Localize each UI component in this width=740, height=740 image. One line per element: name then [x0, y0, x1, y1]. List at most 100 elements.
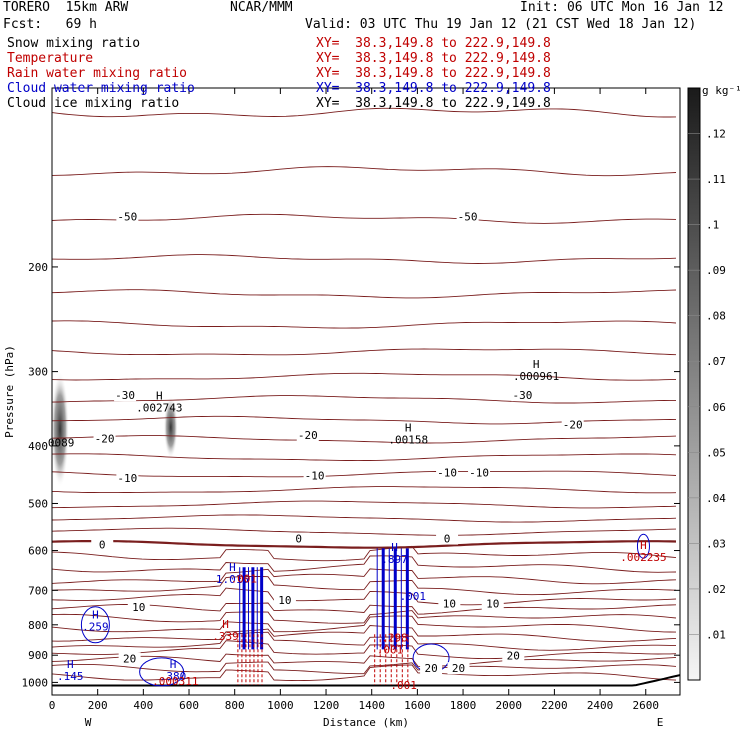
x-axis-label: Distance (km)	[323, 716, 409, 729]
y-tick-label: 800	[28, 619, 48, 632]
colorbar-tick-label: .1	[706, 219, 719, 232]
isotherm-line	[52, 453, 677, 462]
isotherm-line	[52, 527, 677, 536]
snow-shading	[52, 371, 69, 488]
temperature-label: 20	[123, 652, 136, 665]
maximum-marker: H	[170, 658, 177, 671]
isotherm-line	[52, 661, 677, 675]
colorbar-tick-label: .08	[706, 310, 726, 323]
field-cloudice-xy: XY= 38.3,149.8 to 222.9,149.8	[316, 96, 551, 111]
maximum-value: .001	[377, 643, 404, 656]
field-temperature-name: Temperature	[7, 51, 94, 66]
maximum-value: .339	[212, 630, 239, 643]
x-tick-label: 2600	[632, 699, 659, 712]
temperature-label: -10	[437, 466, 457, 479]
temperature-label-bg	[438, 597, 461, 610]
temperature-label-bg	[502, 649, 525, 662]
temperature-label: 0	[444, 533, 451, 546]
temperature-label: 0	[295, 533, 302, 546]
maximum-marker: H	[391, 541, 398, 554]
x-tick-label: 1400	[358, 699, 385, 712]
maximum-marker: H	[92, 608, 99, 621]
isotherm-line	[52, 254, 677, 264]
temperature-label: -30	[115, 389, 135, 402]
x-tick-label: 600	[179, 699, 199, 712]
isotherm-line	[52, 372, 677, 381]
temperature-label: -10	[117, 472, 137, 485]
temperature-label: -30	[512, 389, 532, 402]
maximum-value: .000961	[513, 370, 559, 383]
field-snow-xy: XY= 38.3,149.8 to 222.9,149.8	[316, 36, 551, 51]
isotherm-line	[52, 435, 677, 444]
y-tick-label: 400	[28, 440, 48, 453]
x-tick-label: 2200	[541, 699, 568, 712]
y-axis-label: Pressure (hPa)	[3, 345, 16, 438]
x-tick-label: 800	[225, 699, 245, 712]
isotherm-line	[52, 602, 677, 615]
maximum-marker: H	[67, 658, 74, 671]
isotherm-line	[52, 568, 677, 585]
temperature-label-bg	[303, 469, 326, 482]
x-tick-label: 200	[88, 699, 108, 712]
x-tick-label: 1200	[313, 699, 340, 712]
valid-time: Valid: 03 UTC Thu 19 Jan 12 (21 CST Wed …	[305, 17, 697, 32]
colorbar-tick-label: .12	[706, 128, 726, 141]
isotherm-line	[52, 486, 677, 494]
maximum-value: 1.015	[216, 573, 249, 586]
maximum-value: .001	[390, 679, 417, 692]
maximum-value: .145	[57, 670, 84, 683]
cloud-water-contour	[80, 606, 110, 644]
field-snow-name: Snow mixing ratio	[7, 36, 141, 51]
temperature-label-bg	[511, 389, 534, 402]
temperature-label: -20	[298, 429, 318, 442]
maximum-marker: H	[533, 358, 540, 371]
cloud-water-contour	[636, 533, 650, 559]
isotherm-line	[52, 213, 677, 224]
isotherm-line	[52, 555, 677, 573]
field-cloudwater-name: Cloud water mixing ratio	[7, 81, 195, 96]
x-tick-label: 2000	[495, 699, 522, 712]
colorbar-tick-label: .01	[706, 628, 726, 641]
temperature-label-bg	[561, 418, 584, 431]
isotherm-line	[52, 500, 677, 509]
temperature-label-bg	[481, 597, 504, 610]
maximum-value: .000311	[152, 675, 198, 688]
snow-shading	[163, 396, 178, 459]
temperature-label: 0	[99, 538, 106, 551]
isotherm-line	[52, 166, 677, 177]
isotherm-line	[52, 107, 677, 118]
colorbar-tick-label: .06	[706, 401, 726, 414]
colorbar-tick-label: .02	[706, 583, 726, 596]
isotherm-line	[52, 395, 676, 404]
y-tick-label: 700	[28, 584, 48, 597]
temperature-label-bg	[468, 466, 491, 479]
temperature-label-bg	[447, 662, 470, 675]
colorbar-tick-label: .04	[706, 492, 726, 505]
isotherm-line	[52, 320, 677, 329]
maximum-value: .380	[160, 670, 187, 683]
x-tick-label: 0	[49, 699, 56, 712]
temperature-label: -10	[305, 469, 325, 482]
isotherm-line	[52, 289, 677, 299]
isotherm-line	[52, 576, 677, 596]
x-tick-label: 1600	[404, 699, 431, 712]
temperature-label: 10	[278, 594, 291, 607]
temperature-label-bg	[118, 652, 141, 665]
model-title: TORERO 15km ARW	[3, 0, 129, 15]
temperature-label-bg	[116, 210, 139, 223]
temperature-label-bg	[116, 472, 139, 485]
temperature-label: 20	[507, 650, 520, 663]
isotherm-line	[52, 640, 677, 660]
temperature-label: 10	[486, 598, 499, 611]
colorbar-tick-label: .07	[706, 355, 726, 368]
isotherm-line	[52, 610, 677, 624]
colorbar-tick-label: .11	[706, 173, 726, 186]
init-time: Init: 06 UTC Mon 16 Jan 12	[520, 0, 724, 15]
temperature-label: 20	[452, 662, 465, 675]
colorbar-unit: g kg⁻¹	[702, 84, 740, 97]
plot-frame	[51, 87, 681, 696]
y-tick-label: 300	[28, 366, 48, 379]
x-tick-label: 400	[133, 699, 153, 712]
y-tick-label: 600	[28, 545, 48, 558]
x-tick-label: 1000	[267, 699, 294, 712]
